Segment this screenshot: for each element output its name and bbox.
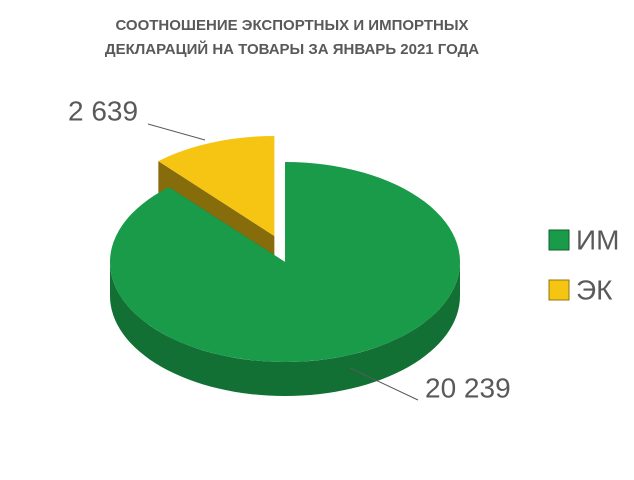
slice	[109, 162, 460, 362]
legend-swatch	[548, 229, 570, 251]
legend-label: ИМ	[576, 224, 619, 255]
slice-wall	[110, 262, 460, 396]
leader-line	[349, 367, 419, 401]
legend-swatch	[548, 279, 570, 301]
legend-label: ЭК	[576, 274, 613, 305]
leader-line	[147, 123, 206, 141]
chart-title: СООТНОШЕНИЕ ЭКСПОРТНЫХ И ИМПОРТНЫХ ДЕКЛА…	[104, 17, 480, 58]
data-label: 2 639	[68, 95, 138, 126]
data-label: 20 239	[425, 372, 511, 403]
slice	[158, 135, 275, 236]
